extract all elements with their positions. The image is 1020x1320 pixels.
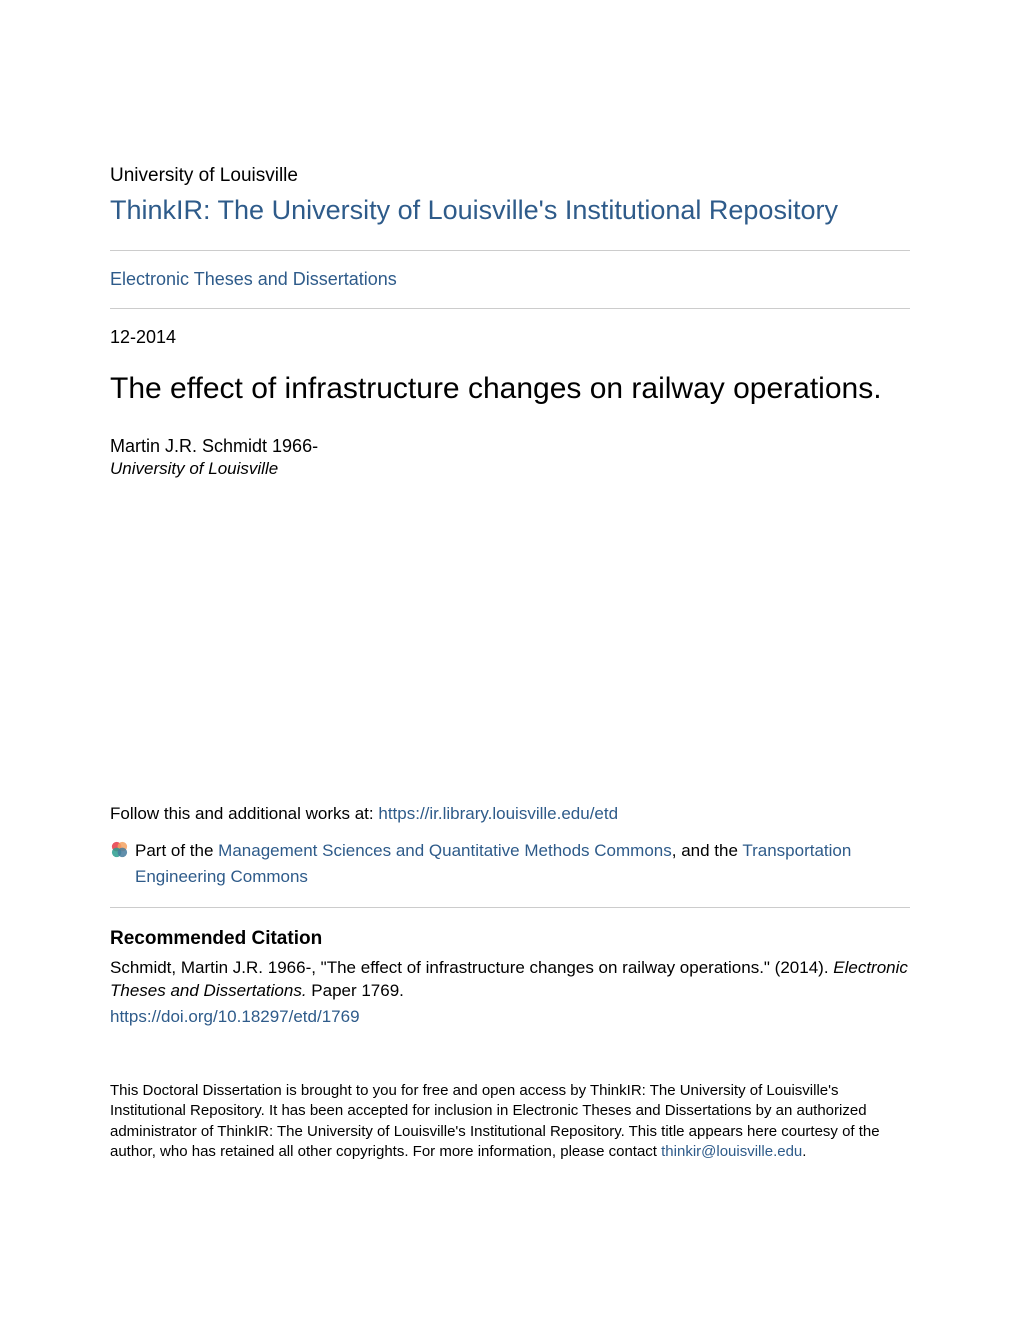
citation-heading: Recommended Citation — [110, 928, 910, 950]
follow-prefix: Follow this and additional works at: — [110, 804, 378, 823]
follow-works-text: Follow this and additional works at: htt… — [110, 804, 910, 824]
collection-link[interactable]: Electronic Theses and Dissertations — [110, 251, 910, 308]
repository-title-link[interactable]: ThinkIR: The University of Louisville's … — [110, 195, 910, 226]
content-spacer — [110, 479, 910, 804]
citation-part2: Paper 1769. — [307, 981, 404, 1000]
contact-email-link[interactable]: thinkir@louisville.edu — [661, 1143, 802, 1160]
paper-title: The effect of infrastructure changes on … — [110, 372, 910, 406]
institution-name: University of Louisville — [110, 165, 910, 187]
part-of-content: Part of the Management Sciences and Quan… — [135, 838, 910, 891]
follow-url-link[interactable]: https://ir.library.louisville.edu/etd — [378, 804, 618, 823]
divider-citation — [110, 907, 910, 908]
citation-part1: Schmidt, Martin J.R. 1966-, "The effect … — [110, 958, 833, 977]
and-text: , and the — [672, 841, 743, 860]
citation-text: Schmidt, Martin J.R. 1966-, "The effect … — [110, 956, 910, 1029]
citation-section: Recommended Citation Schmidt, Martin J.R… — [110, 928, 910, 1029]
commons-link-1[interactable]: Management Sciences and Quantitative Met… — [218, 841, 672, 860]
footer-part2: . — [802, 1143, 806, 1160]
doi-link[interactable]: https://doi.org/10.18297/etd/1769 — [110, 1005, 910, 1029]
part-of-prefix: Part of the — [135, 841, 218, 860]
network-icon — [110, 840, 129, 859]
author-name: Martin J.R. Schmidt 1966- — [110, 436, 910, 457]
author-affiliation: University of Louisville — [110, 459, 910, 479]
footer-text: This Doctoral Dissertation is brought to… — [110, 1081, 910, 1162]
publication-date: 12-2014 — [110, 309, 910, 372]
part-of-line: Part of the Management Sciences and Quan… — [110, 838, 910, 891]
